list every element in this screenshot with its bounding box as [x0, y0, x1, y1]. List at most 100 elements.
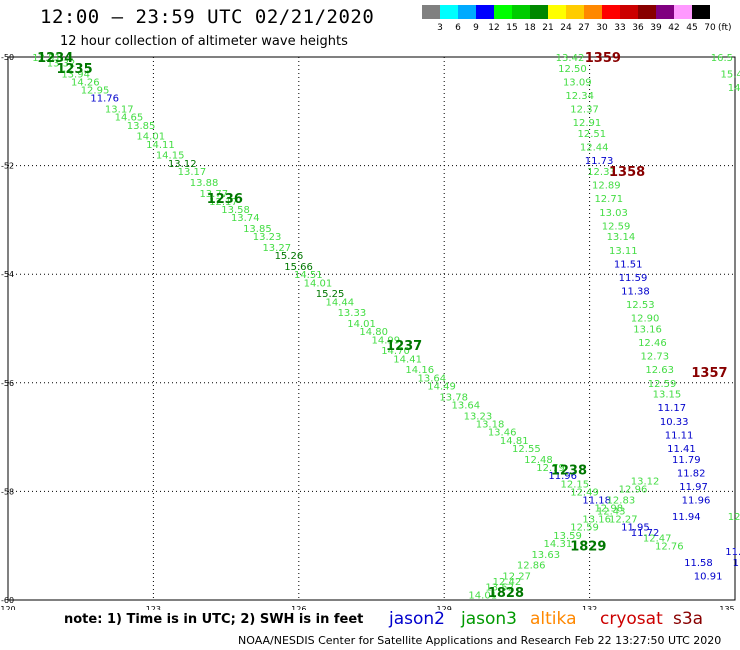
credit-line: NOAA/NESDIS Center for Satellite Applica… — [238, 634, 722, 647]
wave-height-point: 11.59 — [619, 273, 648, 284]
color-scale-tick: 6 — [455, 23, 461, 33]
wave-height-point: 13.12 — [168, 159, 197, 170]
x-tick-label: 132 — [582, 605, 597, 610]
y-tick-label: -60 — [1, 596, 14, 605]
wave-height-point: 14.31 — [544, 539, 573, 550]
color-scale-cell — [422, 5, 440, 19]
color-scale-tick: 36 — [632, 23, 644, 33]
wave-height-point: 12.34 — [565, 91, 594, 102]
wave-height-point: 14.41 — [393, 354, 422, 365]
wave-height-point: 12.59 — [602, 221, 631, 232]
wave-height-point: 12.47 — [643, 534, 672, 545]
wave-height-point: 13.42 — [556, 53, 585, 64]
wave-height-point: 12.83 — [607, 496, 636, 507]
wave-height-point: 13.52 — [485, 582, 514, 593]
wave-height-point: 11.76 — [90, 94, 119, 105]
wave-height-point: 14.80 — [359, 327, 388, 338]
satellite-jason3: jason3 — [461, 609, 517, 629]
wave-height-point: 13.16 — [633, 325, 662, 336]
track-number-label: 1358 — [609, 165, 645, 180]
color-scale-cell — [512, 5, 530, 19]
wave-height-point: 11.72 — [631, 528, 660, 539]
wave-height-point: 13.15 — [653, 390, 682, 401]
wave-height-point: 12.79 — [536, 463, 565, 474]
wave-height-point: 12.33 — [587, 167, 616, 178]
wave-height-point: 12.51 — [32, 53, 61, 64]
wave-height-point: 12.27 — [609, 515, 638, 526]
wave-height-point: 12.73 — [640, 352, 669, 363]
wave-height-point: 14.01 — [304, 278, 333, 289]
wave-height-point: 13.78 — [439, 392, 468, 403]
satellite-altika: altika — [530, 609, 577, 629]
wave-height-point: 11.94 — [672, 512, 701, 523]
wave-height-point: 13.58 — [221, 205, 250, 216]
track-number-label: 1235 — [56, 62, 92, 77]
wave-height-point: 13.23 — [253, 232, 282, 243]
wave-height-point: 13.59 — [553, 531, 582, 542]
wave-height-point: 14.01 — [136, 132, 165, 143]
wave-height-point: 12.86 — [517, 561, 546, 572]
wave-height-point: 11.79 — [672, 455, 701, 466]
satellite-s3a: s3a — [673, 609, 704, 629]
wave-height-point: 14.01 — [468, 591, 497, 602]
wave-height-point: 11.51 — [614, 259, 643, 270]
chart-title: 12:00 – 23:59 UTC 02/21/2020 — [40, 6, 375, 28]
wave-height-point: 14.26 — [71, 77, 100, 88]
wave-height-point: 13.63 — [531, 550, 560, 561]
wave-height-point: 14.11 — [146, 140, 175, 151]
wave-height-point: 11.73 — [585, 156, 614, 167]
wave-height-point: 11.96 — [548, 471, 577, 482]
color-scale-cell — [548, 5, 566, 19]
color-scale-cell — [440, 5, 458, 19]
wave-height-point: 11 — [733, 558, 740, 569]
wave-height-point: 11.11 — [665, 430, 694, 441]
x-tick-label: 126 — [291, 605, 306, 610]
wave-height-point: 12.96 — [619, 485, 648, 496]
wave-height-point: 13.18 — [476, 420, 505, 431]
color-scale-tick: 15 — [506, 23, 518, 33]
color-scale-cell — [584, 5, 602, 19]
wave-height-point: 14.01 — [347, 319, 376, 330]
track-number-label: 1357 — [691, 366, 727, 381]
wave-height-point: 11.18 — [582, 496, 611, 507]
wave-height-point: 12.15 — [561, 479, 590, 490]
wave-height-point: 11.95 — [621, 523, 650, 534]
x-tick-label: 120 — [0, 605, 15, 610]
color-scale-tick: 30 — [596, 23, 608, 33]
wave-height-point: 12.27 — [502, 572, 531, 583]
color-scale-cell — [494, 5, 512, 19]
wave-height-point: 13.27 — [262, 243, 291, 254]
satellite-cryosat: cryosat — [600, 609, 663, 629]
track-number-label: 1236 — [207, 192, 243, 207]
color-scale-cell — [620, 5, 638, 19]
wave-height-point: 13.46 — [488, 428, 517, 439]
color-scale-tick: 9 — [473, 23, 479, 33]
wave-height-point: 12.55 — [512, 444, 541, 455]
track-number-label: 1234 — [37, 51, 73, 66]
color-scale-cell — [530, 5, 548, 19]
wave-height-point: 13.85 — [127, 121, 156, 132]
satellite-jason2: jason2 — [389, 609, 445, 629]
wave-height-point: 14.81 — [500, 436, 529, 447]
track-number-label: 1359 — [585, 51, 621, 66]
wave-height-point: 13.11 — [609, 246, 638, 257]
track-number-label: 1829 — [570, 540, 606, 555]
wave-height-point: 13.85 — [243, 224, 272, 235]
wave-height-point: 12.46 — [638, 338, 667, 349]
wave-height-point: 12.59 — [648, 379, 677, 390]
wave-height-point: 11.97 — [679, 482, 708, 493]
wave-height-point: 12.98 — [594, 504, 623, 515]
wave-height-point: 13.64 — [418, 373, 447, 384]
wave-height-point: 14.16 — [405, 365, 434, 376]
wave-height-point: 12.95 — [81, 86, 110, 97]
wave-height-point: 12.89 — [592, 181, 621, 192]
color-scale-cell — [458, 5, 476, 19]
chart-subtitle: 12 hour collection of altimeter wave hei… — [60, 34, 348, 49]
y-tick-label: -54 — [1, 270, 14, 279]
color-scale-tick: 18 — [524, 23, 536, 33]
color-scale-cell — [476, 5, 494, 19]
wave-height-point: 15.26 — [275, 251, 304, 262]
y-tick-label: -58 — [1, 487, 14, 496]
color-scale-tick: 12 — [488, 23, 500, 33]
wave-height-point: 14.99 — [372, 335, 401, 346]
